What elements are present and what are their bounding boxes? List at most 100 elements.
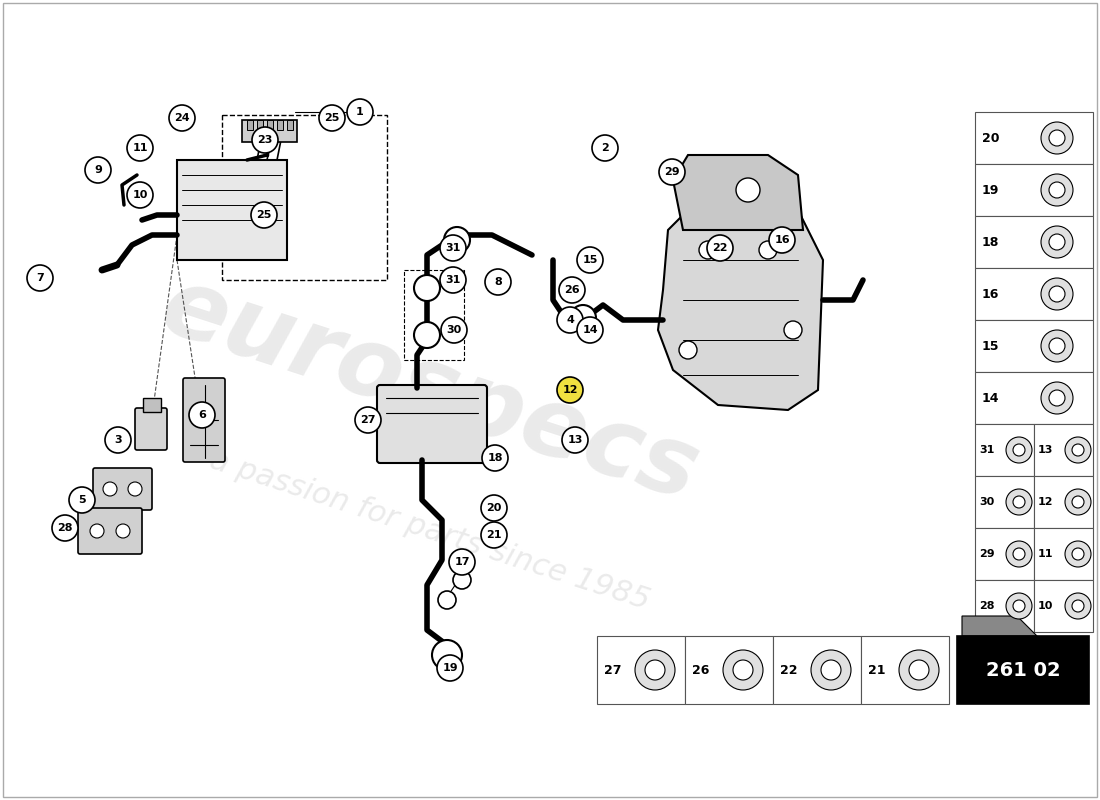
Bar [143,398,161,412]
Circle shape [1041,226,1072,258]
Text: 23: 23 [257,135,273,145]
FancyBboxPatch shape [957,636,1089,704]
Bar [597,636,685,704]
Polygon shape [658,190,823,410]
Text: 30: 30 [979,497,994,507]
Text: 8: 8 [494,277,502,287]
Circle shape [69,487,95,513]
Circle shape [557,377,583,403]
Text: 27: 27 [604,663,622,677]
Bar [975,112,1093,164]
Text: 27: 27 [361,415,376,425]
Circle shape [1041,122,1072,154]
Circle shape [437,655,463,681]
Text: 29: 29 [979,549,994,559]
Text: 18: 18 [982,235,1000,249]
Text: 31: 31 [446,275,461,285]
Bar [267,120,273,130]
Text: 13: 13 [1038,445,1054,455]
FancyBboxPatch shape [78,508,142,554]
Text: 26: 26 [692,663,710,677]
Bar [404,270,464,360]
Text: 12: 12 [1038,497,1054,507]
Bar [248,120,253,130]
Circle shape [85,157,111,183]
Circle shape [707,235,733,261]
Circle shape [482,445,508,471]
Circle shape [899,650,939,690]
Polygon shape [962,616,1037,636]
Circle shape [1041,174,1072,206]
Circle shape [319,105,345,131]
Circle shape [126,135,153,161]
Text: 16: 16 [982,287,1000,301]
Circle shape [252,127,278,153]
Circle shape [1006,593,1032,619]
Circle shape [116,524,130,538]
Text: 11: 11 [1038,549,1054,559]
Text: 16: 16 [774,235,790,245]
Circle shape [28,265,53,291]
Circle shape [90,524,104,538]
Bar [1034,528,1093,580]
Text: 10: 10 [1038,601,1054,611]
Circle shape [126,182,153,208]
Circle shape [444,227,470,253]
Circle shape [1013,444,1025,456]
Circle shape [1049,286,1065,302]
Text: 19: 19 [442,663,458,673]
Text: 10: 10 [132,190,147,200]
Circle shape [1072,548,1084,560]
Circle shape [570,305,596,331]
Circle shape [449,549,475,575]
Circle shape [441,317,468,343]
Text: 22: 22 [713,243,728,253]
Text: 3: 3 [114,435,122,445]
Circle shape [52,515,78,541]
Circle shape [1072,496,1084,508]
Circle shape [481,495,507,521]
Bar [257,120,263,130]
Circle shape [481,522,507,548]
FancyBboxPatch shape [183,378,226,462]
Circle shape [1065,489,1091,515]
Text: 24: 24 [174,113,190,123]
Bar [1034,424,1093,476]
Circle shape [1013,600,1025,612]
Bar [287,120,293,130]
Text: 261 02: 261 02 [986,661,1060,679]
Circle shape [645,660,665,680]
Text: 20: 20 [982,131,1000,145]
Circle shape [485,269,512,295]
Bar [242,120,297,142]
Circle shape [414,275,440,301]
Bar [222,115,387,280]
Circle shape [784,321,802,339]
Circle shape [659,159,685,185]
Circle shape [1049,390,1065,406]
Text: 14: 14 [982,391,1000,405]
Bar [861,636,949,704]
Circle shape [723,650,763,690]
Text: 25: 25 [256,210,272,220]
Circle shape [578,317,603,343]
Circle shape [557,307,583,333]
Circle shape [104,427,131,453]
Circle shape [909,660,929,680]
Circle shape [440,267,466,293]
Text: 19: 19 [982,183,1000,197]
Circle shape [189,402,214,428]
Circle shape [103,482,117,496]
Bar [975,580,1034,632]
Bar [1034,580,1093,632]
Circle shape [679,341,697,359]
Circle shape [769,227,795,253]
Text: 4: 4 [566,315,574,325]
Circle shape [698,241,717,259]
Text: 11: 11 [132,143,147,153]
Circle shape [811,650,851,690]
Text: a passion for parts since 1985: a passion for parts since 1985 [207,445,653,615]
Bar [975,268,1093,320]
Text: 28: 28 [979,601,994,611]
Bar [975,320,1093,372]
